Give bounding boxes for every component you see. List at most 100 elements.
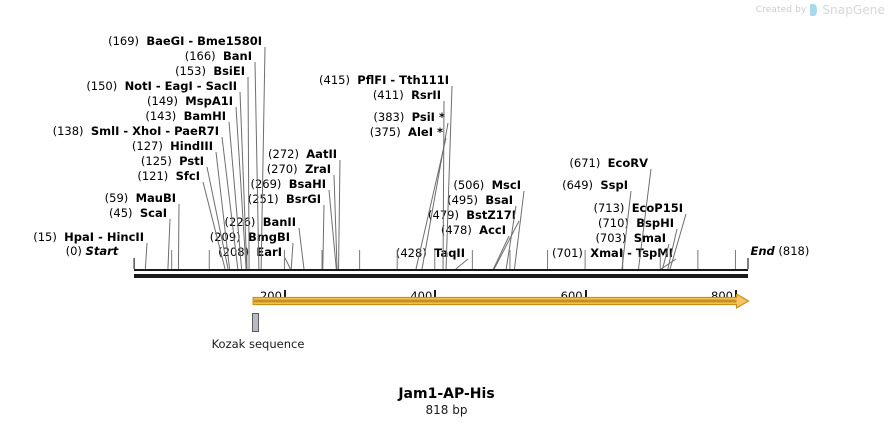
enzyme-name[interactable]: PsiI (411, 110, 435, 124)
enzyme-name[interactable]: BamHI (183, 109, 226, 123)
enzyme-label[interactable]: (671) EcoRV (569, 157, 648, 170)
enzyme-position: (478) (440, 223, 472, 237)
enzyme-name[interactable]: EcoRV (607, 156, 648, 170)
enzyme-label[interactable]: (478) AccI (441, 224, 506, 237)
enzyme-name[interactable]: SacII (205, 79, 237, 93)
enzyme-label[interactable]: (45) ScaI (109, 207, 167, 220)
snapgene-logo-icon (810, 3, 818, 17)
enzyme-label[interactable]: (251) BsrGI (248, 193, 321, 206)
enzyme-position: (272) (268, 147, 299, 161)
enzyme-name[interactable]: EcoP15I (631, 201, 683, 215)
enzyme-position: (649) (562, 178, 594, 192)
enzyme-name[interactable]: BsaI (485, 193, 513, 207)
enzyme-name[interactable]: NotI (124, 79, 152, 93)
enzyme-name[interactable]: BanI (223, 49, 252, 63)
enzyme-name[interactable]: PstI (179, 154, 204, 168)
enzyme-label[interactable]: (59) MauBI (105, 192, 176, 205)
enzyme-name[interactable]: BanII (262, 215, 296, 229)
enzyme-label[interactable]: (209) BmgBI (210, 231, 290, 244)
enzyme-name[interactable]: ScaI (139, 206, 167, 220)
enzyme-position: (125) (140, 154, 172, 168)
enzyme-name[interactable]: HindIII (170, 139, 213, 153)
enzyme-name[interactable]: PaeR7I (174, 124, 219, 138)
enzyme-label[interactable]: (150) NotI - EagI - SacII (86, 80, 237, 93)
enzyme-name[interactable]: MspA1I (185, 94, 233, 108)
page-title: Jam1-AP-His (398, 386, 495, 402)
enzyme-name[interactable]: AccI (479, 223, 506, 237)
enzyme-position: (411) (372, 88, 404, 102)
enzyme-position: (671) (569, 156, 601, 170)
enzyme-name[interactable]: AleI (408, 125, 433, 139)
enzyme-label[interactable]: (15) HpaI - HincII (33, 231, 144, 244)
enzyme-label[interactable]: (149) MspA1I (147, 95, 233, 108)
enzyme-name[interactable]: EarI (256, 245, 282, 259)
sequence-length-label: 818 bp (425, 403, 468, 417)
enzyme-position: (479) (428, 208, 459, 222)
orf-arrow[interactable] (0, 294, 893, 334)
enzyme-name[interactable]: BsiEI (213, 64, 245, 78)
enzyme-label[interactable]: (169) BaeGI - Bme1580I (108, 35, 262, 48)
enzyme-label[interactable]: (411) RsrII (373, 89, 441, 102)
enzyme-name[interactable]: HincII (106, 230, 144, 244)
feature-kozak-sequence[interactable] (251, 313, 259, 332)
enzyme-name[interactable]: Bme1580I (197, 34, 262, 48)
enzyme-name[interactable]: ZraI (304, 162, 331, 176)
enzyme-position: (121) (137, 169, 169, 183)
enzyme-label[interactable]: (479) BstZ17I (428, 209, 516, 222)
enzyme-label[interactable]: (415) PflFI - Tth111I (319, 74, 449, 87)
enzyme-label[interactable]: (506) MscI (453, 179, 521, 192)
enzyme-name[interactable]: Tth111I (399, 73, 449, 87)
ruler-line-lower (133, 274, 749, 278)
enzyme-name[interactable]: TspMI (635, 246, 673, 260)
enzyme-position: (383) (373, 110, 405, 124)
enzyme-label[interactable]: (121) SfcI (137, 170, 200, 183)
enzyme-name[interactable]: BspHI (636, 216, 674, 230)
enzyme-label[interactable]: (701) XmaI - TspMI (552, 247, 673, 260)
enzyme-label[interactable]: (375) AleI * (370, 126, 443, 139)
enzyme-name[interactable]: EagI (164, 79, 193, 93)
enzyme-label[interactable]: (383) PsiI * (373, 111, 445, 124)
enzyme-label[interactable]: (125) PstI (141, 155, 204, 168)
enzyme-name[interactable]: BsrGI (286, 192, 321, 206)
start-position: (0) (65, 244, 82, 258)
enzyme-name[interactable]: SmaI (633, 231, 666, 245)
enzyme-label[interactable]: (138) SmlI - XhoI - PaeR7I (53, 125, 219, 138)
enzyme-name[interactable]: BstZ17I (466, 208, 516, 222)
enzyme-name[interactable]: BmgBI (247, 230, 290, 244)
enzyme-name[interactable]: AatII (306, 147, 337, 161)
enzyme-label[interactable]: (208) EarI (218, 246, 282, 259)
enzyme-name[interactable]: MscI (491, 178, 521, 192)
enzyme-name[interactable]: SfcI (175, 169, 200, 183)
enzyme-name[interactable]: HpaI (64, 230, 95, 244)
enzyme-name[interactable]: SspI (600, 178, 628, 192)
enzyme-label[interactable]: (713) EcoP15I (593, 202, 683, 215)
enzyme-name[interactable]: MauBI (135, 191, 176, 205)
enzyme-label[interactable]: (710) BspHI (598, 217, 674, 230)
enzyme-label[interactable]: (428) TaqII (396, 247, 465, 260)
enzyme-label[interactable]: (143) BamHI (145, 110, 226, 123)
enzyme-name[interactable]: BaeGI (146, 34, 185, 48)
enzyme-label[interactable]: (153) BsiEI (175, 65, 245, 78)
enzyme-label[interactable]: (166) BanI (185, 50, 252, 63)
enzyme-name[interactable]: XmaI (590, 246, 624, 260)
enzyme-name[interactable]: BsaHI (288, 177, 326, 191)
end-position: (818) (778, 244, 810, 258)
enzyme-name[interactable]: XhoI (132, 124, 162, 138)
enzyme-name[interactable]: TaqII (434, 246, 465, 260)
enzyme-label[interactable]: (226) BanII (224, 216, 296, 229)
enzyme-position: (150) (86, 79, 118, 93)
enzyme-name[interactable]: SmlI (90, 124, 120, 138)
enzyme-label[interactable]: (272) AatII (268, 148, 337, 161)
enzyme-label[interactable]: (127) HindIII (132, 140, 213, 153)
enzyme-position: (226) (224, 215, 256, 229)
enzyme-label[interactable]: (270) ZraI (267, 163, 331, 176)
enzyme-label[interactable]: (703) SmaI (595, 232, 666, 245)
enzyme-label[interactable]: (269) BsaHI (250, 178, 326, 191)
enzyme-name-separator: - (184, 34, 198, 48)
enzyme-position: (169) (108, 34, 140, 48)
enzyme-label[interactable]: (495) BsaI (447, 194, 513, 207)
enzyme-name[interactable]: PflFI (357, 73, 387, 87)
enzyme-name[interactable]: RsrII (411, 88, 441, 102)
enzyme-label[interactable]: (649) SspI (562, 179, 628, 192)
